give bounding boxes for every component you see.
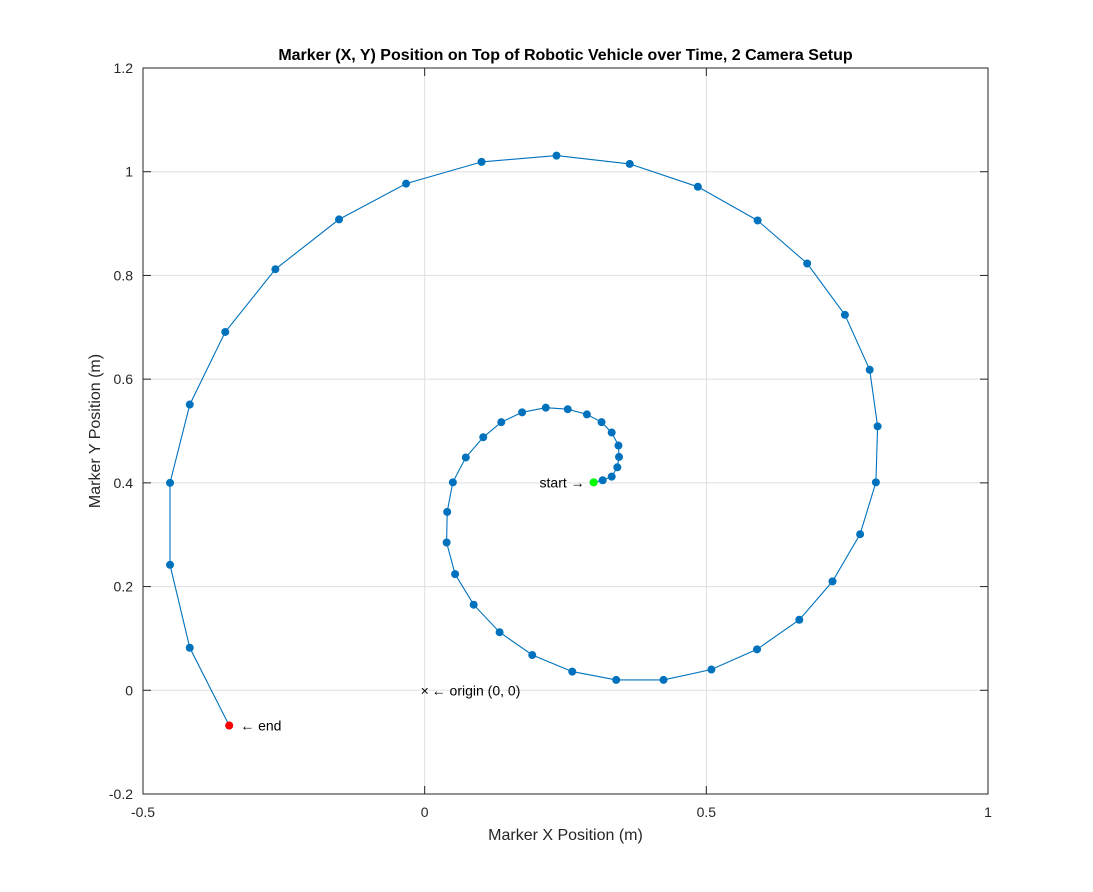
- data-point: [497, 418, 506, 427]
- data-point: [607, 428, 616, 437]
- data-point: [753, 645, 762, 654]
- y-tick-label: 0: [125, 682, 133, 698]
- data-point: [795, 615, 804, 624]
- data-point: [659, 675, 668, 684]
- data-point: [479, 433, 488, 442]
- axis-box: [142, 67, 989, 795]
- data-point: [166, 560, 175, 569]
- data-point: [707, 665, 716, 674]
- data-point: [518, 408, 527, 417]
- series-layer: [166, 151, 882, 730]
- data-point: [448, 478, 457, 487]
- data-point: [598, 476, 607, 485]
- data-point: [402, 179, 411, 188]
- annotations: × ← origin (0, 0) start → ← end: [240, 474, 584, 733]
- data-point: [568, 667, 577, 676]
- data-point: [753, 216, 762, 225]
- end-label: ← end: [240, 718, 281, 734]
- data-point: [856, 530, 865, 539]
- start-label: start →: [540, 474, 585, 490]
- y-tick-label: 1: [125, 164, 133, 180]
- origin-marker: ×: [421, 682, 429, 698]
- tick-labels: -0.5 0 0.5 1 -0.2 0 0.2 0.4 0.6 0.8 1 1.2: [109, 60, 992, 820]
- data-point: [613, 463, 622, 472]
- y-tick-label: 1.2: [114, 60, 134, 76]
- data-point: [552, 151, 561, 160]
- y-tick-label: -0.2: [109, 786, 133, 802]
- y-axis-label: Marker Y Position (m): [87, 354, 104, 508]
- data-point: [185, 400, 194, 409]
- y-tick-label: 0.8: [114, 267, 134, 283]
- origin-label: ← origin (0, 0): [432, 682, 521, 698]
- x-tick-label: 0.5: [697, 804, 717, 820]
- start-marker: [589, 478, 598, 487]
- chart-title: Marker (X, Y) Position on Top of Robotic…: [278, 47, 853, 64]
- data-point: [597, 418, 606, 427]
- data-point: [803, 259, 812, 268]
- data-point: [528, 651, 537, 660]
- data-point: [221, 327, 230, 336]
- data-point: [582, 410, 591, 419]
- x-tick-label: -0.5: [131, 804, 155, 820]
- data-point: [443, 507, 452, 516]
- data-point: [185, 643, 194, 652]
- data-point: [477, 157, 486, 166]
- data-point: [451, 570, 460, 579]
- data-point: [873, 422, 882, 431]
- data-point: [871, 478, 880, 487]
- y-tick-label: 0.4: [114, 475, 134, 491]
- data-point: [614, 441, 623, 450]
- data-point: [335, 215, 344, 224]
- data-point: [612, 675, 621, 684]
- plot-area: [143, 68, 988, 794]
- data-point: [865, 365, 874, 374]
- x-tick-label: 0: [421, 804, 429, 820]
- data-point: [495, 628, 504, 637]
- data-point: [469, 600, 478, 609]
- end-marker: [225, 721, 234, 730]
- y-tick-label: 0.6: [114, 371, 134, 387]
- data-point: [166, 478, 175, 487]
- x-tick-label: 1: [984, 804, 992, 820]
- data-point: [607, 472, 616, 481]
- ticks: [142, 67, 989, 795]
- data-point: [615, 452, 624, 461]
- data-point: [840, 310, 849, 319]
- x-axis-label: Marker X Position (m): [488, 827, 643, 844]
- data-point: [271, 265, 280, 274]
- data-point: [442, 538, 451, 547]
- data-point: [625, 159, 634, 168]
- data-point: [541, 403, 550, 412]
- marker-layer: [225, 478, 598, 730]
- data-point: [693, 182, 702, 191]
- y-tick-label: 0.2: [114, 579, 134, 595]
- data-point: [828, 577, 837, 586]
- grid: [142, 67, 989, 795]
- data-point: [563, 405, 572, 414]
- data-point: [461, 453, 470, 462]
